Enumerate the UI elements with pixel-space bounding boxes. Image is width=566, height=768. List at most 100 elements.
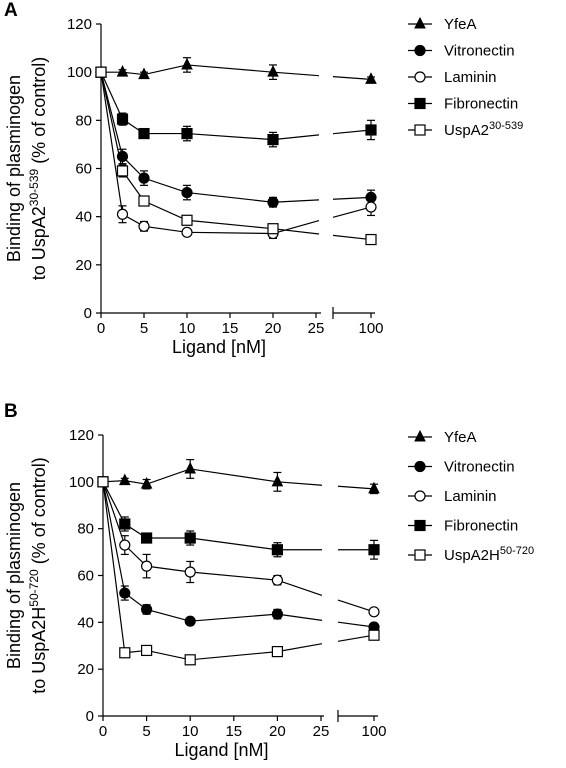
y-axis-label-sup: 30-539	[27, 168, 41, 206]
series-line-after-break	[337, 485, 375, 490]
series-line-after-break	[332, 75, 372, 80]
x-tick-label: 0	[97, 320, 105, 337]
data-point	[140, 477, 153, 489]
data-point-100nm	[365, 72, 377, 84]
x-tick-label: 25	[308, 320, 325, 337]
data-point	[184, 654, 196, 666]
y-axis-label-prefix: to UspA2	[29, 206, 49, 280]
data-point	[184, 461, 197, 474]
y-tick-label: 120	[69, 427, 94, 444]
x-axis-label: Ligand [nM]	[174, 740, 268, 760]
data-point	[267, 134, 279, 146]
legend-label: UspA2H50-720	[444, 545, 534, 564]
data-point	[116, 113, 129, 125]
data-point	[271, 646, 283, 658]
series-line-after-break	[332, 196, 372, 200]
x-tick-label: 15	[225, 723, 242, 740]
series-line-continuation	[277, 643, 323, 653]
y-axis-label-line1: Binding of plasminogen	[4, 482, 24, 669]
legend-label: YfeA	[444, 16, 477, 33]
legend-item: UspA2H50-720	[408, 545, 534, 564]
legend-item: Laminin	[408, 69, 497, 86]
legend-marker	[414, 44, 426, 57]
data-point	[141, 603, 153, 616]
legend-name: Vitronectin	[444, 43, 515, 60]
y-tick-label: 0	[86, 708, 94, 725]
panel-letter: A	[4, 0, 18, 21]
y-tick-label: 80	[77, 521, 94, 538]
data-point	[119, 539, 131, 551]
data-point	[184, 615, 196, 627]
series-line	[100, 72, 274, 235]
series-triangle	[95, 57, 377, 84]
legend-label: Fibronectin	[444, 518, 518, 535]
x-tick-label: 5	[142, 723, 150, 740]
legend-name: Vitronectin	[444, 459, 515, 476]
legend-name: Fibronectin	[444, 518, 518, 535]
data-point	[141, 644, 153, 657]
data-point	[271, 608, 283, 620]
series-line-continuation	[272, 228, 320, 235]
y-axis-label-prefix: to UspA2H	[29, 607, 49, 694]
y-tick-label: 40	[77, 614, 94, 631]
series-line-continuation	[277, 613, 323, 621]
y-axis-label-sup: 50-720	[27, 569, 41, 607]
y-tick-label: 60	[75, 161, 92, 178]
legend-marker	[414, 549, 426, 561]
series-circle-open	[95, 66, 377, 240]
legend-item: Fibronectin	[408, 96, 518, 113]
data-point	[267, 223, 279, 235]
x-tick-label: 15	[222, 320, 239, 337]
data-point	[138, 127, 150, 140]
panel-a: A 0 20 40 60 80 100 120 0 5 10 15 20 25 100 Ligand [nM]…	[4, 0, 523, 357]
legend-label: Vitronectin	[444, 459, 515, 476]
y-tick-label: 20	[77, 661, 94, 678]
y-axis-label-line2: to UspA2H50-720 (% of control)	[27, 457, 49, 693]
data-point-100nm	[365, 124, 377, 136]
data-point	[271, 544, 283, 556]
data-point	[97, 476, 109, 488]
data-point-100nm	[368, 544, 380, 556]
legend-marker	[414, 124, 426, 136]
series-line-continuation	[277, 481, 323, 486]
y-tick-label: 120	[67, 16, 92, 33]
series-line-continuation	[272, 134, 320, 141]
legend-item: UspA230-539	[408, 120, 523, 139]
data-point	[267, 65, 279, 77]
data-point	[184, 532, 196, 544]
legend-label: Laminin	[444, 488, 497, 505]
series-square-filled	[97, 476, 380, 560]
y-tick-label: 100	[69, 474, 94, 491]
data-point	[141, 532, 153, 544]
data-point	[116, 208, 129, 220]
legend-label: Laminin	[444, 69, 497, 86]
legend-marker	[414, 71, 426, 83]
y-tick-label: 60	[77, 568, 94, 585]
data-point-100nm	[368, 629, 380, 641]
data-point	[271, 474, 284, 487]
x-tick-label: 10	[182, 723, 199, 740]
legend-item: Vitronectin	[408, 43, 515, 60]
legend-marker	[414, 429, 426, 442]
data-point	[119, 518, 131, 530]
x-tick-label: 20	[265, 320, 282, 337]
legend-name: Laminin	[444, 488, 497, 505]
y-axis-label-line1: Binding of plasminogen	[4, 75, 24, 262]
legend-label: UspA230-539	[444, 120, 523, 139]
data-point	[119, 587, 131, 599]
series-line-after-break	[337, 634, 375, 642]
series-line-after-break	[332, 234, 372, 241]
legend-item: Laminin	[408, 488, 497, 505]
series-line	[102, 481, 278, 622]
y-axis-label-suffix: (% of control)	[29, 57, 49, 169]
data-point	[181, 57, 193, 70]
y-tick-label: 0	[84, 305, 92, 322]
x-tick-label: 100	[361, 723, 386, 740]
data-point	[267, 196, 279, 208]
legend-name-sup: 30-539	[489, 120, 523, 132]
series-line-after-break	[332, 206, 372, 218]
legend-marker	[414, 16, 426, 29]
data-point	[181, 226, 193, 238]
legend-item: Fibronectin	[408, 518, 518, 535]
legend-marker	[414, 490, 426, 502]
